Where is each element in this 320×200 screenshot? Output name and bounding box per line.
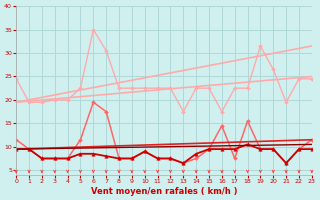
X-axis label: Vent moyen/en rafales ( km/h ): Vent moyen/en rafales ( km/h ) [91,187,237,196]
